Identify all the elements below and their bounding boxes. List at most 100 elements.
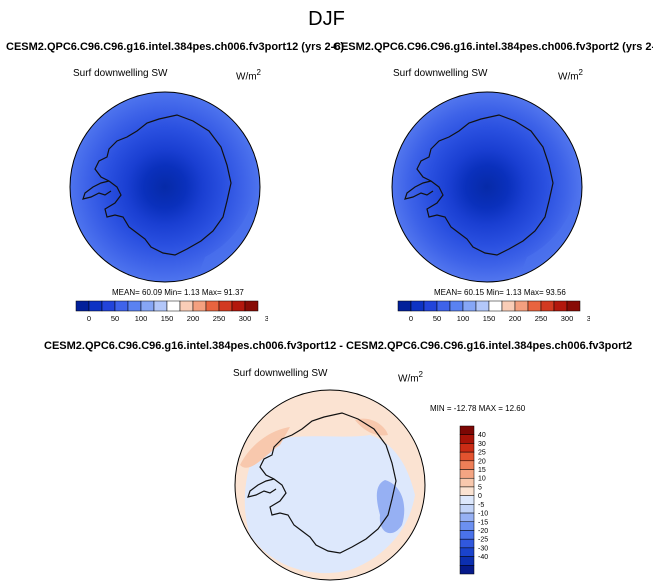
colorbar-swatch [449, 300, 464, 312]
right-stats: MEAN= 60.15 Min= 1.13 Max= 93.56 [434, 288, 566, 297]
right-map-border [391, 91, 583, 283]
colorbar-tick-label: 0 [87, 314, 91, 323]
left-field-fill [70, 92, 260, 282]
diff-colorbar-swatch [459, 451, 475, 462]
colorbar-swatch [88, 300, 103, 312]
diff-colorbar-swatch [459, 547, 475, 557]
diff-colorbar-swatch [459, 556, 475, 566]
colorbar-swatch [553, 300, 568, 312]
colorbar-swatch [397, 300, 412, 312]
figure-title: DJF [308, 8, 345, 30]
colorbar-swatch [244, 300, 259, 312]
diff-colorbar-tick-label: -5 [478, 502, 484, 509]
left-antarctica-coastline [82, 114, 232, 256]
colorbar-tick-label: 150 [483, 314, 496, 323]
colorbar-swatch [205, 300, 220, 312]
colorbar-swatch [218, 300, 233, 312]
colorbar-tick-label: 250 [213, 314, 226, 323]
left-panel-title: CESM2.QPC6.C96.C96.g16.intel.384pes.ch00… [6, 41, 345, 53]
colorbar-swatch [540, 300, 555, 312]
colorbar-swatch [423, 300, 438, 312]
diff-positive-patch [240, 427, 290, 468]
colorbar-swatch [101, 300, 116, 312]
colorbar-swatch [410, 300, 425, 312]
right-panel-title: CESM2.QPC6.C96.C96.g16.intel.384pes.ch00… [333, 41, 653, 53]
right-antarctica-coastline [404, 114, 554, 256]
diff-colorbar-tick-label: -10 [478, 511, 488, 518]
colorbar-swatch [153, 300, 168, 312]
diff-colorbar-tick-label: -25 [478, 537, 488, 544]
left-stats: MEAN= 60.09 Min= 1.13 Max= 91.37 [112, 288, 244, 297]
colorbar-swatch [527, 300, 542, 312]
colorbar-tick-label: 300 [561, 314, 574, 323]
left-map-border [69, 91, 261, 283]
left-variable-label: Surf downwelling SW [73, 68, 168, 79]
diff-negative-region [244, 435, 415, 574]
diff-colorbar-tick-label: 30 [478, 441, 486, 448]
colorbar-swatch [179, 300, 194, 312]
colorbar-swatch [436, 300, 451, 312]
diff-colorbar-swatch [459, 504, 475, 514]
colorbar-swatch [192, 300, 207, 312]
diff-colorbar-swatch [459, 425, 475, 435]
colorbar-swatch [566, 300, 581, 312]
diff-colorbar-tick-label: 25 [478, 450, 486, 457]
colorbar-tick-label: 350 [587, 314, 590, 323]
right-colorbar: 0 50 100 150 200 250 300 350 [397, 300, 590, 323]
colorbar-swatch [514, 300, 529, 312]
colorbar-swatch [488, 300, 503, 312]
diff-colorbar-tick-label: -20 [478, 528, 488, 535]
diff-colorbar-swatch [459, 434, 475, 444]
colorbar-tick-label: 150 [161, 314, 174, 323]
colorbar-swatch [75, 300, 90, 312]
diff-colorbar-tick-label: 40 [478, 432, 486, 439]
diff-colorbar-tick-label: -30 [478, 545, 488, 552]
colorbar-tick-label: 0 [409, 314, 413, 323]
diff-variable-label: Surf downwelling SW [233, 368, 328, 379]
right-units-label: W/m2 [558, 68, 583, 83]
diff-polar-map [234, 389, 426, 581]
colorbar-swatch [462, 300, 477, 312]
diff-colorbar-tick-label: 20 [478, 458, 486, 465]
colorbar-swatch [127, 300, 142, 312]
diff-colorbar-swatch [459, 530, 475, 540]
right-field-fill [392, 92, 582, 282]
right-polar-map [391, 91, 583, 283]
diff-colorbar-swatch [459, 477, 475, 488]
colorbar-swatch [231, 300, 246, 312]
diff-colorbar-swatch [459, 512, 475, 523]
diff-colorbar-swatch [459, 538, 475, 549]
diff-panel-title: CESM2.QPC6.C96.C96.g16.intel.384pes.ch00… [44, 340, 633, 352]
left-colorbar: 0 50 100 150 200 250 300 350 [75, 300, 268, 323]
colorbar-tick-label: 100 [457, 314, 470, 323]
diff-colorbar-swatch [459, 495, 475, 505]
diff-colorbar-swatch [459, 469, 475, 479]
diff-units-label: W/m2 [398, 370, 423, 385]
colorbar-swatch [475, 300, 490, 312]
colorbar-tick-label: 200 [187, 314, 200, 323]
diff-antarctica-coastline [247, 412, 397, 554]
diff-colorbar-swatch [459, 486, 475, 496]
diff-colorbar-swatch [459, 565, 475, 575]
diff-colorbar-tick-label: 15 [478, 467, 486, 474]
colorbar-tick-label: 300 [239, 314, 252, 323]
diff-colorbar-tick-label: 10 [478, 476, 486, 483]
diff-colorbar-tick-label: -15 [478, 519, 488, 526]
right-variable-label: Surf downwelling SW [393, 68, 488, 79]
colorbar-tick-label: 250 [535, 314, 548, 323]
diff-colorbar-swatch [459, 443, 475, 453]
diff-stats: MIN = -12.78 MAX = 12.60 [430, 404, 526, 413]
diff-colorbar-tick-label: 5 [478, 484, 482, 491]
diff-colorbar-swatch [459, 460, 475, 470]
colorbar-tick-label: 350 [265, 314, 268, 323]
left-polar-map [69, 91, 261, 283]
colorbar-swatch [140, 300, 155, 312]
colorbar-tick-label: 100 [135, 314, 148, 323]
diff-colorbar-tick-label: 0 [478, 493, 482, 500]
colorbar-swatch [166, 300, 181, 312]
left-units-label: W/m2 [236, 68, 261, 83]
colorbar-swatch [501, 300, 516, 312]
colorbar-tick-label: 50 [111, 314, 119, 323]
colorbar-tick-label: 50 [433, 314, 441, 323]
colorbar-swatch [114, 300, 129, 312]
